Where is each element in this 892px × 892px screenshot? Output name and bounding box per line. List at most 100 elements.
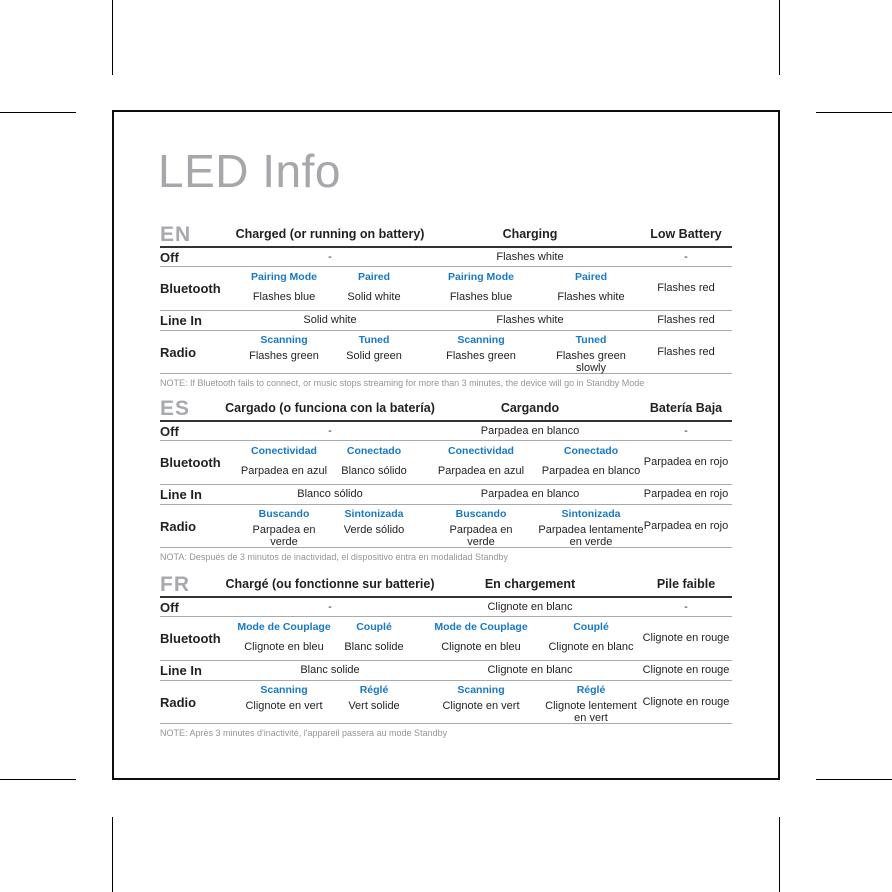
led-behavior: Parpadea en azul — [437, 464, 525, 477]
radio-charging-cell-1: Scanning Clignote en vert — [420, 681, 542, 724]
led-behavior: Clignote lentement en vert — [545, 699, 637, 724]
table-row-off: Off - Clignote en blanc - — [160, 598, 732, 617]
col-header-low-battery: Pile faible — [656, 576, 716, 591]
language-label: EN — [160, 222, 192, 246]
line-in-low-battery-value: Flashes red — [657, 314, 715, 326]
radio-charged-cell-1: Scanning Clignote en vert — [240, 681, 328, 724]
table-row-bluetooth: Bluetooth Pairing Mode Flashes blue Pair… — [160, 267, 732, 311]
state-label: Conectividad — [251, 445, 317, 457]
crop-mark-bottom-right-horizontal — [816, 779, 892, 780]
table-row-off: Off - Parpadea en blanco - — [160, 422, 732, 441]
row-label-radio: Radio — [160, 694, 197, 710]
row-label-bluetooth: Bluetooth — [160, 631, 221, 646]
state-label: Conectado — [346, 445, 402, 457]
line-in-charging-value: Parpadea en blanco — [480, 488, 580, 500]
radio-charged-cell-2: Réglé Vert solide — [328, 681, 420, 724]
bluetooth-charging-cell-2: Couplé Clignote en blanc — [542, 617, 640, 660]
table-row-off: Off - Flashes white - — [160, 248, 732, 267]
row-label-line-in: Line In — [160, 313, 202, 328]
table-row-line-in: Line In Blanco sólido Parpadea en blanco… — [160, 485, 732, 505]
line-in-charged-value: Blanc solide — [300, 664, 360, 676]
section-fr: FR Chargé (ou fonctionne sur batterie) E… — [160, 572, 732, 739]
bluetooth-charging-cell-1: Mode de Couplage Clignote en bleu — [420, 617, 542, 660]
led-behavior: Flashes blue — [449, 290, 513, 303]
radio-charged-cell-2: Tuned Solid green — [328, 331, 420, 374]
led-behavior: Flashes green — [249, 349, 319, 362]
state-label: Scanning — [260, 684, 308, 696]
crop-mark-bottom-right-vertical — [779, 817, 780, 892]
led-behavior: Verde sólido — [343, 523, 405, 536]
led-behavior: Solid white — [347, 290, 401, 303]
table-note: NOTA: Después de 3 minutos de inactivida… — [160, 552, 509, 562]
led-behavior: Blanco sólido — [341, 464, 407, 477]
radio-charging-cell-2: Tuned Flashes green slowly — [542, 331, 640, 374]
table-row-bluetooth: Bluetooth Mode de Couplage Clignote en b… — [160, 617, 732, 661]
page-border: LED Info EN Charged (or running on batte… — [112, 110, 780, 780]
col-header-charging: En chargement — [484, 576, 576, 591]
off-charged-value: - — [328, 424, 332, 437]
bluetooth-charging-cell-1: Conectividad Parpadea en azul — [420, 441, 542, 484]
led-behavior: Flashes green slowly — [556, 349, 626, 374]
off-charging-value: Clignote en blanc — [487, 600, 573, 613]
led-behavior: Flashes blue — [252, 290, 316, 303]
table-row-line-in: Line In Solid white Flashes white Flashe… — [160, 311, 732, 331]
line-in-charged-value: Solid white — [303, 314, 357, 326]
led-behavior: Clignote en blanc — [548, 640, 634, 653]
col-header-charging: Cargando — [500, 400, 560, 415]
radio-low-battery-value: Parpadea en rojo — [643, 519, 729, 532]
language-label: FR — [160, 572, 190, 596]
table-header-row: FR Chargé (ou fonctionne sur batterie) E… — [160, 572, 732, 598]
crop-mark-bottom-left-horizontal — [0, 779, 76, 780]
row-label-off: Off — [160, 249, 179, 265]
bluetooth-charged-cell-1: Pairing Mode Flashes blue — [240, 267, 328, 310]
crop-mark-top-left-horizontal — [0, 112, 76, 113]
col-header-charged: Charged (or running on battery) — [235, 226, 425, 241]
bluetooth-charged-cell-2: Paired Solid white — [328, 267, 420, 310]
led-behavior: Flashes green — [446, 349, 516, 362]
table-row-bluetooth: Bluetooth Conectividad Parpadea en azul … — [160, 441, 732, 485]
row-label-off: Off — [160, 599, 179, 615]
state-label: Paired — [357, 271, 391, 283]
bluetooth-charged-cell-1: Mode de Couplage Clignote en bleu — [237, 617, 330, 660]
state-label: Tuned — [358, 334, 390, 346]
crop-mark-bottom-left-vertical — [112, 817, 113, 892]
state-label: Mode de Couplage — [434, 621, 528, 633]
state-label: Pairing Mode — [448, 271, 514, 283]
off-charging-value: Parpadea en blanco — [480, 424, 580, 437]
state-label: Réglé — [576, 684, 606, 696]
line-in-low-battery-value: Clignote en rouge — [642, 664, 730, 676]
radio-low-battery-value: Clignote en rouge — [642, 695, 730, 708]
state-label: Réglé — [359, 684, 389, 696]
bluetooth-charged-cell-1: Conectividad Parpadea en azul — [240, 441, 328, 484]
state-label: Sintonizada — [561, 508, 621, 520]
led-behavior: Flashes white — [557, 290, 625, 303]
row-label-radio: Radio — [160, 344, 197, 360]
line-in-charged-value: Blanco sólido — [297, 488, 363, 500]
state-label: Tuned — [575, 334, 607, 346]
col-header-low-battery: Low Battery — [650, 226, 722, 241]
line-in-low-battery-value: Parpadea en rojo — [643, 488, 729, 500]
radio-charged-cell-2: Sintonizada Verde sólido — [328, 505, 420, 548]
state-label: Couplé — [573, 621, 609, 633]
led-behavior: Clignote en bleu — [441, 640, 521, 653]
state-label: Scanning — [457, 684, 505, 696]
state-label: Scanning — [457, 334, 505, 346]
row-label-line-in: Line In — [160, 663, 202, 678]
radio-charging-cell-2: Réglé Clignote lentement en vert — [542, 681, 640, 724]
state-label: Couplé — [356, 621, 392, 633]
led-behavior: Clignote en vert — [245, 699, 323, 712]
row-label-bluetooth: Bluetooth — [160, 281, 221, 296]
radio-charged-cell-1: Scanning Flashes green — [240, 331, 328, 374]
table-row-radio: Radio Scanning Flashes green Tuned Solid… — [160, 331, 732, 374]
table-row-radio: Radio Buscando Parpadea en verde Sintoni… — [160, 505, 732, 548]
off-low-battery-value: - — [684, 424, 688, 437]
state-label: Pairing Mode — [251, 271, 317, 283]
led-behavior: Blanc solide — [344, 640, 404, 653]
col-header-charged: Cargado (o funciona con la batería) — [225, 400, 435, 415]
bluetooth-low-battery-value: Parpadea en rojo — [643, 456, 729, 468]
crop-mark-top-right-horizontal — [816, 112, 892, 113]
table-row-line-in: Line In Blanc solide Clignote en blanc C… — [160, 661, 732, 681]
state-label: Sintonizada — [344, 508, 404, 520]
led-behavior: Parpadea lentamente en verde — [538, 523, 644, 548]
